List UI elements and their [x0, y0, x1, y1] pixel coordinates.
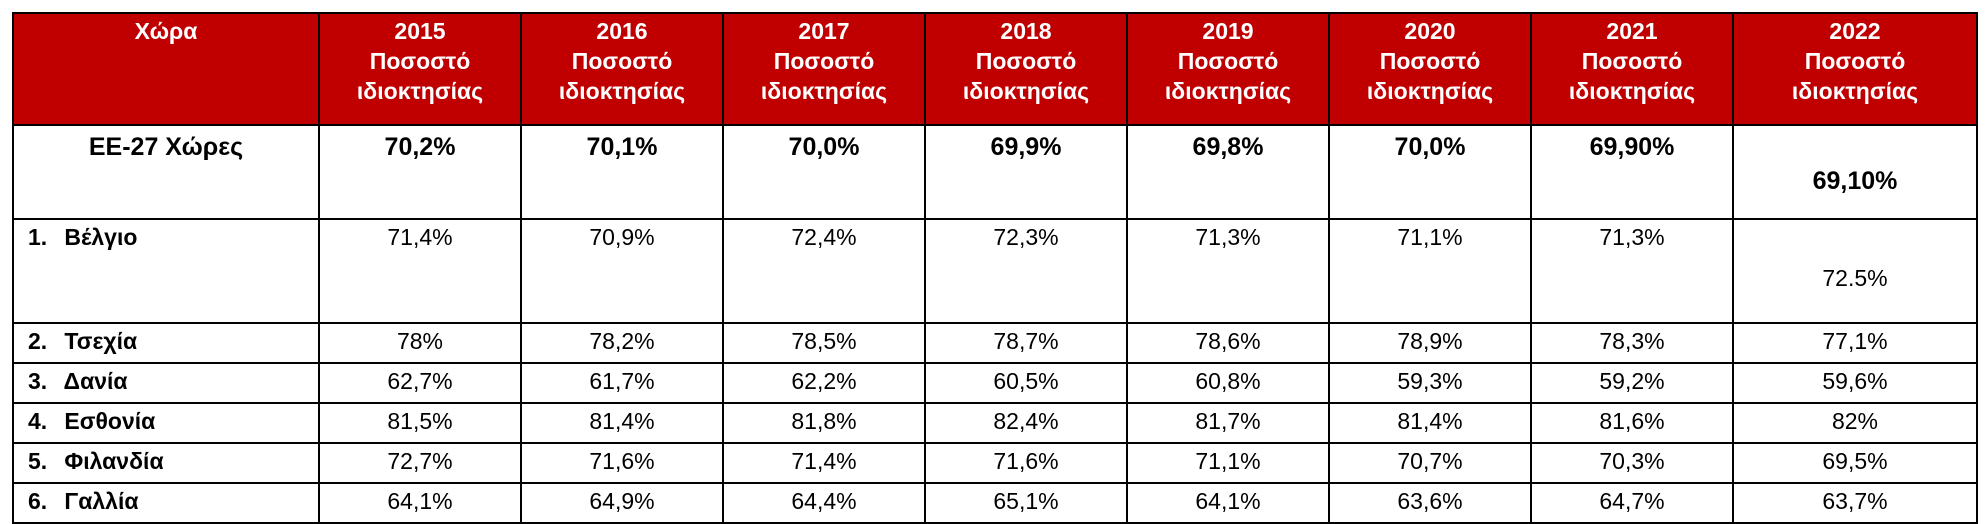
value-cell: 71,6% [924, 442, 1128, 484]
header-year: 2015 Ποσοστό ιδιοκτησίας [318, 12, 522, 126]
table-row: 4. Εσθονία 81,5% 81,4% 81,8% 82,4% 81,7%… [12, 402, 1978, 444]
country-cell: 1. Βέλγιο [12, 218, 320, 324]
value-cell: 78% [318, 322, 522, 364]
header-year: 2019 Ποσοστό ιδιοκτησίας [1126, 12, 1330, 126]
value-cell: 78,9% [1328, 322, 1532, 364]
value-cell: 64,1% [1126, 482, 1330, 524]
country-cell: 6. Γαλλία [12, 482, 320, 524]
value-cell: 70,1% [520, 124, 724, 220]
value-cell: 72,3% [924, 218, 1128, 324]
value-cell: 69,10% [1732, 124, 1978, 220]
value-cell: 61,7% [520, 362, 724, 404]
value-cell: 71,4% [722, 442, 926, 484]
value-cell: 59,6% [1732, 362, 1978, 404]
value-cell: 71,3% [1530, 218, 1734, 324]
header-year: 2022 Ποσοστό ιδιοκτησίας [1732, 12, 1978, 126]
table-row: 5. Φιλανδία 72,7% 71,6% 71,4% 71,6% 71,1… [12, 442, 1978, 484]
value-cell: 72,7% [318, 442, 522, 484]
value-cell: 81,4% [1328, 402, 1532, 444]
value-cell: 70,0% [722, 124, 926, 220]
value-cell: 59,3% [1328, 362, 1532, 404]
value-cell: 65,1% [924, 482, 1128, 524]
table-row: 2. Τσεχία 78% 78,2% 78,5% 78,7% 78,6% 78… [12, 322, 1978, 364]
header-row: Χώρα 2015 Ποσοστό ιδιοκτησίας 2016 Ποσοστό ι… [12, 12, 1978, 126]
row-number: 2. [28, 328, 48, 354]
value-cell: 60,5% [924, 362, 1128, 404]
value-cell: 59,2% [1530, 362, 1734, 404]
row-number: 5. [28, 448, 48, 474]
header-year: 2016 Ποσοστό ιδιοκτησίας [520, 12, 724, 126]
value-cell: 78,6% [1126, 322, 1330, 364]
value-cell: 71,1% [1126, 442, 1330, 484]
value-cell: 64,4% [722, 482, 926, 524]
value-cell: 70,9% [520, 218, 724, 324]
table-row: 1. Βέλγιο 71,4% 70,9% 72,4% 72,3% 71,3% … [12, 218, 1978, 324]
header-year: 2017 Ποσοστό ιδιοκτησίας [722, 12, 926, 126]
country-name: Γαλλία [64, 488, 139, 514]
value-cell: 71,3% [1126, 218, 1330, 324]
table-row: 3. Δανία 62,7% 61,7% 62,2% 60,5% 60,8% 5… [12, 362, 1978, 404]
value-cell: 64,9% [520, 482, 724, 524]
value-cell: 78,3% [1530, 322, 1734, 364]
value-cell: 70,0% [1328, 124, 1532, 220]
value-cell: 82% [1732, 402, 1978, 444]
value-cell: 78,2% [520, 322, 724, 364]
value-cell: 62,7% [318, 362, 522, 404]
country-cell: 3. Δανία [12, 362, 320, 404]
value-cell: 81,5% [318, 402, 522, 444]
value-cell: 62,2% [722, 362, 926, 404]
value-cell: 69,90% [1530, 124, 1734, 220]
value-cell: 81,8% [722, 402, 926, 444]
value-cell: 70,7% [1328, 442, 1532, 484]
header-year: 2021 Ποσοστό ιδιοκτησίας [1530, 12, 1734, 126]
value-cell: 72.5% [1732, 218, 1978, 324]
row-number: 6. [28, 488, 48, 514]
table-row: 6. Γαλλία 64,1% 64,9% 64,4% 65,1% 64,1% … [12, 482, 1978, 524]
home-ownership-table: Χώρα 2015 Ποσοστό ιδιοκτησίας 2016 Ποσοστό ι… [12, 12, 1978, 524]
row-number: 1. [28, 224, 48, 250]
value-cell: 71,4% [318, 218, 522, 324]
value-cell: 78,7% [924, 322, 1128, 364]
value-cell: 81,6% [1530, 402, 1734, 444]
value-cell: 60,8% [1126, 362, 1330, 404]
country-cell: ΕΕ-27 Χώρες [12, 124, 320, 220]
value-cell: 72,4% [722, 218, 926, 324]
country-name: Βέλγιο [64, 224, 138, 250]
header-country: Χώρα [12, 12, 320, 126]
value-cell: 70,3% [1530, 442, 1734, 484]
country-cell: 4. Εσθονία [12, 402, 320, 444]
country-name: Τσεχία [64, 328, 138, 354]
value-cell: 69,8% [1126, 124, 1330, 220]
value-cell: 81,7% [1126, 402, 1330, 444]
value-cell: 78,5% [722, 322, 926, 364]
country-name: Εσθονία [64, 408, 156, 434]
country-cell: 2. Τσεχία [12, 322, 320, 364]
value-cell: 63,7% [1732, 482, 1978, 524]
country-name: Δανία [63, 368, 128, 394]
header-year: 2020 Ποσοστό ιδιοκτησίας [1328, 12, 1532, 126]
header-year: 2018 Ποσοστό ιδιοκτησίας [924, 12, 1128, 126]
value-cell: 77,1% [1732, 322, 1978, 364]
value-cell: 82,4% [924, 402, 1128, 444]
value-cell: 71,6% [520, 442, 724, 484]
value-cell: 71,1% [1328, 218, 1532, 324]
eu-total-row: ΕΕ-27 Χώρες 70,2% 70,1% 70,0% 69,9% 69,8… [12, 124, 1978, 220]
country-name: Φιλανδία [64, 448, 164, 474]
row-number: 4. [28, 408, 48, 434]
value-cell: 64,7% [1530, 482, 1734, 524]
ownership-table-container: Χώρα 2015 Ποσοστό ιδιοκτησίας 2016 Ποσοστό ι… [12, 12, 1978, 524]
country-cell: 5. Φιλανδία [12, 442, 320, 484]
value-cell: 64,1% [318, 482, 522, 524]
value-cell: 81,4% [520, 402, 724, 444]
value-cell: 63,6% [1328, 482, 1532, 524]
value-cell: 69,5% [1732, 442, 1978, 484]
row-number: 3. [28, 368, 48, 394]
value-cell: 69,9% [924, 124, 1128, 220]
value-cell: 70,2% [318, 124, 522, 220]
